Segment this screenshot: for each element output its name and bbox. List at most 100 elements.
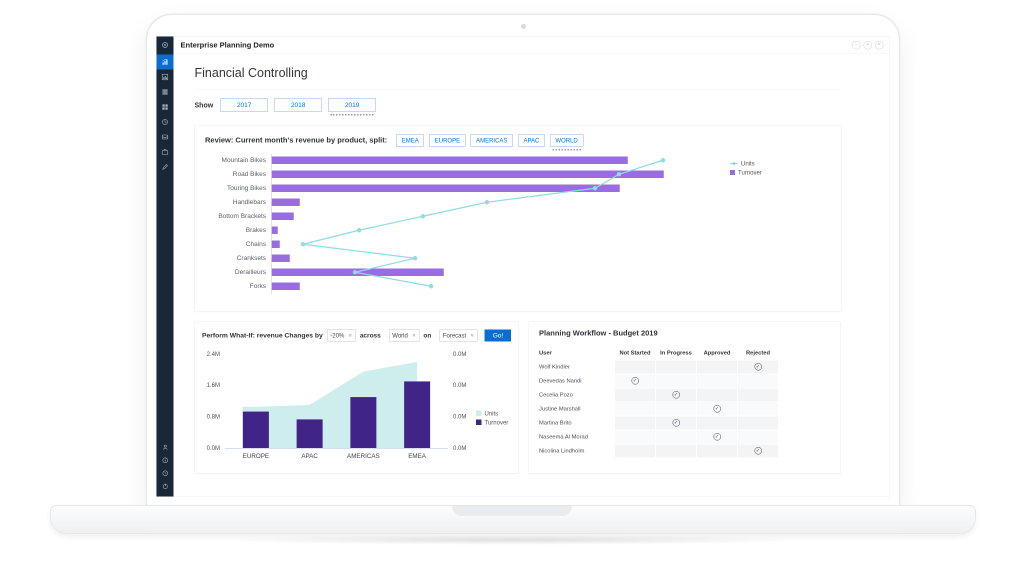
check-icon: ✓ xyxy=(713,433,721,441)
review-title: Review: Current month's revenue by produ… xyxy=(205,136,387,145)
sidebar-item-clock-icon[interactable] xyxy=(157,115,174,130)
whatif-combo-chart: 2.4M1.6M0.8M0.0M EUROPEAPACAMERICASEMEA … xyxy=(202,350,511,465)
person-icon xyxy=(161,443,169,451)
status-cell: ✓ xyxy=(738,444,778,457)
check-icon: ✓ xyxy=(754,363,762,371)
status-cell xyxy=(738,416,778,429)
legend-item-units: Units xyxy=(730,159,762,168)
info-icon xyxy=(161,456,169,464)
window-maximize-button[interactable]: + xyxy=(864,41,873,50)
year-button-2019[interactable]: 2019 xyxy=(328,98,376,111)
left-axis-ticks: 2.4M1.6M0.8M0.0M xyxy=(202,350,224,465)
window-close-button[interactable]: × xyxy=(875,41,884,50)
bar-swatch xyxy=(730,170,735,175)
legend-item-turnover: Turnover xyxy=(476,418,508,427)
webcam-icon xyxy=(521,24,526,29)
sidebar-item-grid-icon[interactable] xyxy=(157,100,174,115)
workflow-card: Planning Workflow - Budget 2019 UserNot … xyxy=(529,321,841,473)
svg-text:APAC: APAC xyxy=(301,453,318,460)
category-label: Road Bikes xyxy=(205,167,266,181)
sidebar-item-person-icon[interactable] xyxy=(157,441,174,454)
grid-icon xyxy=(161,103,169,111)
combo-plot-area: EUROPE APAC AMERICAS EMEA xyxy=(224,350,449,465)
sidebar-item-info-icon[interactable] xyxy=(157,454,174,467)
whatif-title: Perform What-If: revenue Changes by xyxy=(202,332,323,340)
status-cell xyxy=(656,444,696,457)
year-filter-row: Show 2017 2018 2019 xyxy=(195,97,841,112)
user-name: Cecelia Pozo xyxy=(539,392,614,398)
column-header-approved: Approved xyxy=(697,350,737,356)
sidebar-item-briefcase-icon[interactable] xyxy=(157,145,174,160)
status-cell xyxy=(697,374,737,387)
page-title: Financial Controlling xyxy=(195,66,841,81)
category-label: Chains xyxy=(205,237,266,251)
user-name: Deevedas Nandi xyxy=(539,378,614,384)
status-cell xyxy=(615,416,655,429)
year-button-2017[interactable]: 2017 xyxy=(220,98,268,111)
status-cell xyxy=(656,374,696,387)
legend-swatch xyxy=(476,420,482,426)
legend-label: Units xyxy=(741,160,755,167)
region-button-emea[interactable]: EMEA xyxy=(396,134,424,146)
sidebar-item-power-icon[interactable] xyxy=(157,480,174,493)
status-cell: ✓ xyxy=(656,416,696,429)
sidebar-item-pen-icon[interactable] xyxy=(157,160,174,175)
column-header-user: User xyxy=(539,350,614,356)
left-axis-tick: 0.0M xyxy=(207,444,220,451)
status-cell xyxy=(615,388,655,401)
status-cell xyxy=(738,388,778,401)
legend-swatch xyxy=(476,411,482,417)
go-button[interactable]: Go! xyxy=(485,329,511,341)
region-button-world[interactable]: WORLD xyxy=(550,134,583,146)
svg-text:EMEA: EMEA xyxy=(408,453,427,460)
chart-category-labels: Mountain BikesRoad BikesTouring BikesHan… xyxy=(205,153,271,295)
status-cell xyxy=(738,374,778,387)
check-icon: ✓ xyxy=(672,391,680,399)
check-icon: ✓ xyxy=(713,405,721,413)
sidebar-item-help-icon[interactable]: ? xyxy=(157,467,174,480)
version-select[interactable]: Forecast ∨ xyxy=(439,329,477,341)
divider xyxy=(195,89,841,90)
check-icon: ✓ xyxy=(631,377,639,385)
year-buttons: 2017 2018 2019 xyxy=(220,98,382,111)
user-name: Justine Marshall xyxy=(539,406,614,412)
year-button-2018[interactable]: 2018 xyxy=(274,98,322,111)
status-cell xyxy=(738,430,778,443)
legend-label: Units xyxy=(485,410,499,417)
status-cell: ✓ xyxy=(697,402,737,415)
app-title: Enterprise Planning Demo xyxy=(181,41,275,50)
show-label: Show xyxy=(195,101,214,109)
category-label: Handlebars xyxy=(205,195,266,209)
help-icon: ? xyxy=(161,469,169,477)
sidebar-item-list-rows-icon[interactable] xyxy=(157,85,174,100)
user-name: Nicolina Lindholm xyxy=(539,448,614,454)
change-select-value: -20% xyxy=(330,332,344,339)
sidebar-item-bar-chart-icon[interactable] xyxy=(157,70,174,85)
workflow-table: UserNot StartedIn ProgressApprovedReject… xyxy=(539,346,830,457)
tray-icon xyxy=(161,133,169,141)
across-label: across xyxy=(360,332,381,340)
status-cell xyxy=(615,444,655,457)
svg-text:AMERICAS: AMERICAS xyxy=(347,453,380,460)
legend-label: Turnover xyxy=(738,169,762,176)
user-name: Martina Brito xyxy=(539,420,614,426)
status-cell: ✓ xyxy=(656,388,696,401)
region-button-americas[interactable]: AMERICAS xyxy=(471,134,513,146)
app-window: ? Enterprise Planning Demo −+× Financial… xyxy=(156,36,890,497)
bar-chart-icon xyxy=(161,73,169,81)
status-cell xyxy=(697,360,737,373)
change-select[interactable]: -20% ∨ xyxy=(327,329,356,341)
svg-text:EUROPE: EUROPE xyxy=(243,453,269,460)
right-axis-ticks: 0.0M0.0M0.0M0.0M xyxy=(449,350,470,465)
scope-select[interactable]: World ∨ xyxy=(389,329,420,341)
sidebar-item-target-logo-icon[interactable] xyxy=(157,37,174,54)
right-axis-tick: 0.0M xyxy=(453,382,466,389)
sidebar-item-story-chart-icon[interactable] xyxy=(157,55,174,70)
region-button-apac[interactable]: APAC xyxy=(518,134,545,146)
category-label: Brakes xyxy=(205,223,266,237)
window-minimize-button[interactable]: − xyxy=(852,41,861,50)
region-button-europe[interactable]: EUROPE xyxy=(429,134,465,146)
left-axis-tick: 0.8M xyxy=(207,413,220,420)
sidebar-item-tray-icon[interactable] xyxy=(157,130,174,145)
svg-text:?: ? xyxy=(164,471,166,475)
